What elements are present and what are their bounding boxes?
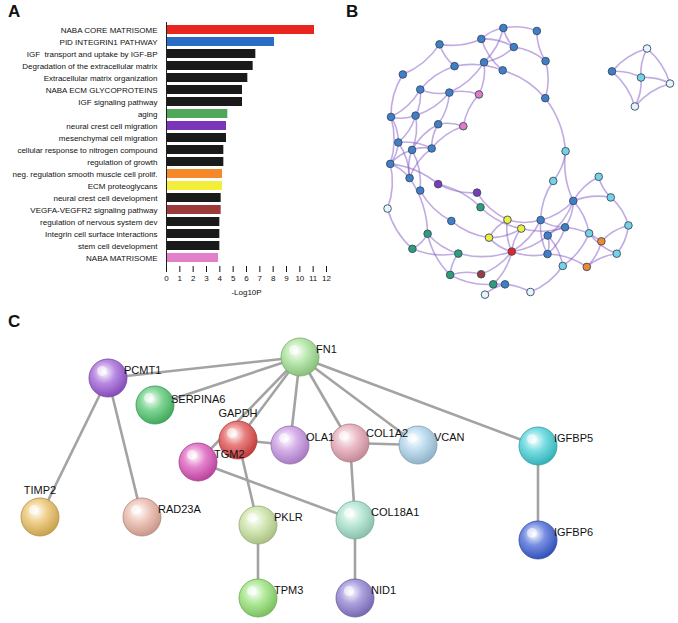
svg-text:regulation of nervous system d: regulation of nervous system dev — [40, 218, 157, 227]
svg-text:1: 1 — [178, 274, 183, 283]
svg-text:2: 2 — [191, 274, 196, 283]
html-text:A: A — [8, 2, 21, 21]
svg-text:neural crest cell migration: neural crest cell migration — [66, 122, 157, 131]
svg-text:12: 12 — [322, 274, 331, 283]
svg-text:neg. regulation smooth muscle: neg. regulation smooth muscle cell proli… — [13, 170, 158, 179]
svg-text:3: 3 — [204, 274, 209, 283]
svg-text:8: 8 — [271, 274, 276, 283]
svg-text:7: 7 — [258, 274, 263, 283]
svg-text:IGF signaling pathway: IGF signaling pathway — [78, 98, 157, 107]
svg-text:Degradation of the extracellul: Degradation of the extracellular matrix — [22, 62, 157, 71]
svg-text:aging: aging — [138, 110, 158, 119]
svg-text:OLA1: OLA1 — [306, 431, 334, 443]
svg-text:6: 6 — [244, 274, 249, 283]
svg-text:Integrin cell surface interact: Integrin cell surface interactions — [45, 230, 158, 239]
svg-text:mesenchymal cell migration: mesenchymal cell migration — [59, 134, 158, 143]
svg-text:PKLR: PKLR — [274, 511, 303, 523]
svg-text:NID1: NID1 — [371, 584, 396, 596]
svg-text:COL1A2: COL1A2 — [366, 427, 408, 439]
svg-text:9: 9 — [284, 274, 289, 283]
svg-text:regulation of growth: regulation of growth — [87, 158, 157, 167]
svg-text:ECM proteoglycans: ECM proteoglycans — [88, 182, 158, 191]
svg-text:NABA MATRISOME: NABA MATRISOME — [86, 254, 157, 263]
svg-text:FN1: FN1 — [316, 343, 337, 355]
svg-text:Extracellular matrix organizat: Extracellular matrix organization — [44, 74, 158, 83]
svg-text:NABA ECM GLYCOPROTEINS: NABA ECM GLYCOPROTEINS — [46, 86, 158, 95]
svg-text:SERPINA6: SERPINA6 — [171, 393, 225, 405]
svg-text:4: 4 — [218, 274, 223, 283]
html-text:C: C — [8, 312, 21, 331]
svg-text:10: 10 — [295, 274, 304, 283]
svg-text:TIMP2: TIMP2 — [24, 484, 56, 496]
svg-text:neural crest cell development: neural crest cell development — [53, 194, 158, 203]
svg-text:5: 5 — [231, 274, 236, 283]
svg-text:VCAN: VCAN — [434, 431, 465, 443]
svg-text:GAPDH: GAPDH — [218, 407, 257, 419]
svg-text:VEGFA-VEGFR2 signaling pathway: VEGFA-VEGFR2 signaling pathway — [30, 206, 157, 215]
svg-text:PID INTEGRIN1 PATHWAY: PID INTEGRIN1 PATHWAY — [60, 38, 159, 47]
svg-text:IGF transport and uptake by I: IGF transport and uptake by IGF-BP — [27, 50, 158, 59]
html-text:B: B — [346, 2, 359, 21]
svg-text:COL18A1: COL18A1 — [371, 506, 419, 518]
svg-text:stem cell development: stem cell development — [78, 242, 158, 251]
svg-text:RAD23A: RAD23A — [158, 503, 201, 515]
svg-text:PCMT1: PCMT1 — [124, 364, 161, 376]
svg-text:11: 11 — [309, 274, 318, 283]
svg-text:0: 0 — [164, 274, 169, 283]
svg-text:TGM2: TGM2 — [214, 448, 245, 460]
svg-text:-Log10P: -Log10P — [231, 288, 261, 297]
svg-text:TPM3: TPM3 — [274, 584, 303, 596]
svg-text:NABA CORE MATRISOME: NABA CORE MATRISOME — [61, 26, 158, 35]
svg-text:cellular response to nitrogen: cellular response to nitrogen compound — [17, 146, 157, 155]
svg-text:IGFBP5: IGFBP5 — [554, 432, 593, 444]
svg-text:IGFBP6: IGFBP6 — [554, 526, 593, 538]
